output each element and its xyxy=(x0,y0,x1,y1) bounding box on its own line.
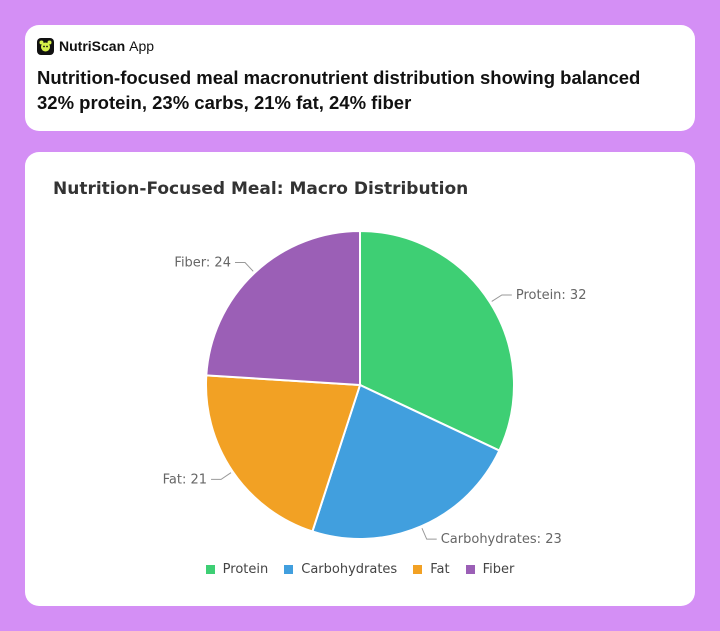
header-card: NutriScan App Nutrition-focused meal mac… xyxy=(25,25,695,131)
legend-swatch xyxy=(413,565,423,574)
pie-slice-fiber[interactable] xyxy=(205,229,361,387)
headline: Nutrition-focused meal macronutrient dis… xyxy=(37,67,641,113)
chart-card: Nutrition-Focused Meal: Macro Distributi… xyxy=(25,152,695,606)
legend-item-protein[interactable]: Protein xyxy=(205,562,269,577)
brand: NutriScan App xyxy=(37,37,154,55)
legend-swatch xyxy=(205,565,215,574)
app-suffix: App xyxy=(129,38,155,54)
legend-label: Protein xyxy=(222,562,269,577)
label-line-protein xyxy=(491,294,512,302)
legend-swatch xyxy=(465,565,475,574)
app-logo-icon xyxy=(37,37,54,55)
label-line-carbohydrates xyxy=(421,527,437,540)
legend-item-fiber[interactable]: Fiber xyxy=(465,562,515,577)
legend-item-fat[interactable]: Fat xyxy=(413,562,450,577)
slice-label-carbohydrates: Carbohydrates: 23 xyxy=(441,532,562,547)
slice-label-fiber: Fiber: 24 xyxy=(174,256,231,271)
pie-chart: Protein: 32 Carbohydrates: 23 Fat: 21 Fiber… xyxy=(163,229,587,547)
chart-title: Nutrition-Focused Meal: Macro Distributi… xyxy=(53,179,469,199)
legend-label: Fat xyxy=(430,562,450,577)
chart-legend: Protein Carbohydrates Fat Fiber xyxy=(25,562,695,577)
pie-slice-protein[interactable] xyxy=(359,229,515,452)
slice-label-protein: Protein: 32 xyxy=(516,288,587,303)
slice-label-fat: Fat: 21 xyxy=(163,472,207,487)
label-line-fat xyxy=(211,472,232,480)
app-name: NutriScan xyxy=(59,38,126,54)
label-line-fiber xyxy=(234,262,254,272)
pie-slice-fat[interactable] xyxy=(205,374,362,533)
legend-swatch xyxy=(284,565,294,574)
pie-slice-carbohydrates[interactable] xyxy=(311,383,501,540)
legend-label: Fiber xyxy=(482,562,515,577)
legend-label: Carbohydrates xyxy=(301,562,398,577)
legend-item-carbohydrates[interactable]: Carbohydrates xyxy=(284,562,397,577)
